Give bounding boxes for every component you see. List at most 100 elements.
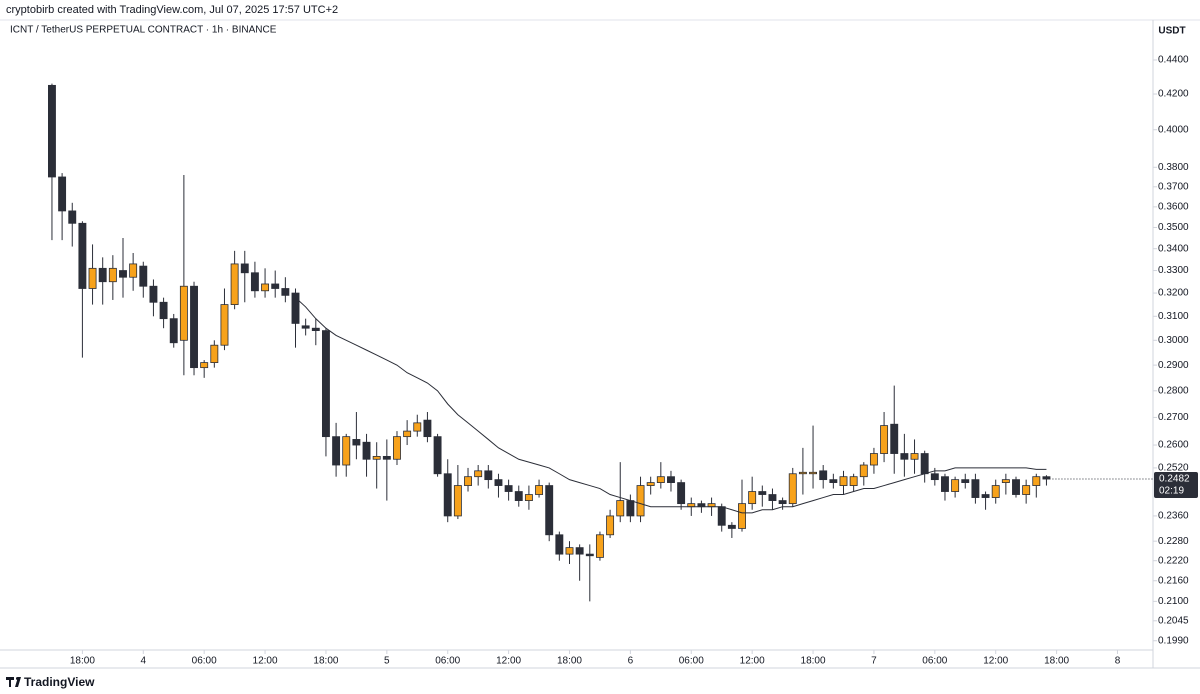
candle-body xyxy=(717,506,726,526)
candle-body xyxy=(281,288,290,296)
x-tick-label: 18:00 xyxy=(70,656,95,667)
y-tick-label: 0.4400 xyxy=(1158,55,1189,66)
x-tick-label: 12:00 xyxy=(253,656,278,667)
candle-body xyxy=(159,301,168,320)
candle-body xyxy=(575,547,584,555)
x-tick-label: 12:00 xyxy=(496,656,521,667)
logo-dot xyxy=(16,677,19,680)
candle-body xyxy=(190,285,198,369)
candle-body xyxy=(829,479,838,483)
moving-average xyxy=(295,297,1047,514)
candle-body xyxy=(393,436,401,460)
candle-body xyxy=(727,524,736,529)
candle-body xyxy=(484,470,493,481)
candle-body xyxy=(778,500,787,505)
y-tick-label: 0.4000 xyxy=(1158,124,1189,135)
x-tick-label: 12:00 xyxy=(983,656,1008,667)
header: cryptobirb created with TradingView.com,… xyxy=(6,4,338,16)
candle-body xyxy=(524,494,533,501)
candle-body xyxy=(250,272,259,292)
y-tick-label: 0.2280 xyxy=(1158,536,1189,547)
candle-body xyxy=(514,491,523,501)
y-tick-label: 0.2800 xyxy=(1158,385,1189,396)
y-tick-label: 0.2900 xyxy=(1158,360,1189,371)
candle-body xyxy=(798,471,807,475)
candle-body xyxy=(849,476,858,486)
candle-body xyxy=(656,476,665,483)
y-tick-label: 0.3500 xyxy=(1158,222,1189,233)
candle-body xyxy=(748,491,757,505)
chart-title: ICNT / TetherUS PERPETUAL CONTRACT · 1h … xyxy=(10,25,277,36)
last-price-label: 0.2482 xyxy=(1159,474,1190,485)
last-price-box xyxy=(1154,472,1198,499)
candle-body xyxy=(545,485,554,536)
plot: 0.4400 0.4200 0.4000 0.3800 0.3700 0.3600 0.35… xyxy=(48,55,1198,667)
candle-body xyxy=(819,470,828,481)
y-tick-label: 0.2600 xyxy=(1158,440,1189,451)
candle-body xyxy=(230,263,239,305)
candle-body xyxy=(606,515,615,536)
candle-body xyxy=(971,479,980,498)
candle-body xyxy=(240,263,249,274)
x-tick-label: 06:00 xyxy=(192,656,217,667)
candle-body xyxy=(585,553,594,557)
candle-body xyxy=(58,176,67,212)
x-tick-label: 06:00 xyxy=(922,656,947,667)
candle-body xyxy=(68,210,77,224)
candle-body xyxy=(880,425,889,454)
candle-body xyxy=(768,494,777,501)
candle-body xyxy=(139,265,148,287)
candle-body xyxy=(119,270,127,278)
candle-body xyxy=(261,283,270,292)
candle-body xyxy=(271,283,280,289)
candle-body xyxy=(991,485,1000,498)
footer-brand: TradingView xyxy=(24,675,95,689)
candle-body xyxy=(1032,476,1041,486)
candle-body xyxy=(900,453,909,460)
candle-body xyxy=(961,479,970,483)
candle-body xyxy=(890,423,899,454)
candle-body xyxy=(677,482,686,505)
candle-body xyxy=(616,500,625,517)
candle-body xyxy=(667,476,675,483)
candle-body xyxy=(453,485,462,517)
y-tick-label: 0.3100 xyxy=(1158,311,1189,322)
y-tick-label: 0.1990 xyxy=(1158,635,1189,646)
candle-body xyxy=(423,419,432,438)
y-tick-label: 0.2045 xyxy=(1158,615,1189,626)
candle-body xyxy=(321,330,330,438)
candle-body xyxy=(910,453,919,460)
candle-body xyxy=(809,471,817,475)
y-tick-label: 0.2700 xyxy=(1158,412,1189,423)
candle-body xyxy=(555,534,564,555)
y-tick-label: 0.3300 xyxy=(1158,265,1189,276)
candle-body xyxy=(220,304,229,346)
x-tick-label: 06:00 xyxy=(435,656,460,667)
candle-body xyxy=(169,318,178,344)
y-tick-label: 0.3000 xyxy=(1158,335,1189,346)
candle-body xyxy=(839,476,848,486)
candle-body xyxy=(494,479,503,486)
candle-body xyxy=(443,473,452,517)
candle-body xyxy=(342,436,351,466)
x-tick-label: 7 xyxy=(871,656,877,667)
x-tick-label: 4 xyxy=(141,656,147,667)
candle-body xyxy=(941,476,949,492)
candle-body xyxy=(565,547,574,555)
y-tick-label: 0.4200 xyxy=(1158,89,1189,100)
x-tick-label: 18:00 xyxy=(1044,656,1069,667)
candle-body xyxy=(129,263,138,278)
candle-body xyxy=(200,362,209,369)
candle-body xyxy=(291,292,300,324)
candle-body xyxy=(920,453,929,475)
candle-body xyxy=(595,534,604,558)
candle-body xyxy=(179,285,188,341)
y-tick-label: 0.2100 xyxy=(1158,596,1189,607)
candle-body xyxy=(311,327,320,332)
y-tick-label: 0.3400 xyxy=(1158,243,1189,254)
countdown-label: 02:19 xyxy=(1159,486,1184,497)
candle-body xyxy=(859,464,868,478)
candle-body xyxy=(1001,479,1010,483)
candle-body xyxy=(149,285,158,303)
